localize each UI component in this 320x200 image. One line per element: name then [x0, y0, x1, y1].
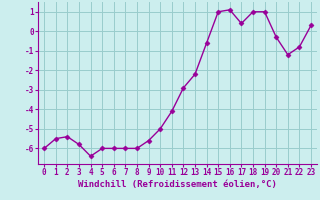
- X-axis label: Windchill (Refroidissement éolien,°C): Windchill (Refroidissement éolien,°C): [78, 180, 277, 189]
